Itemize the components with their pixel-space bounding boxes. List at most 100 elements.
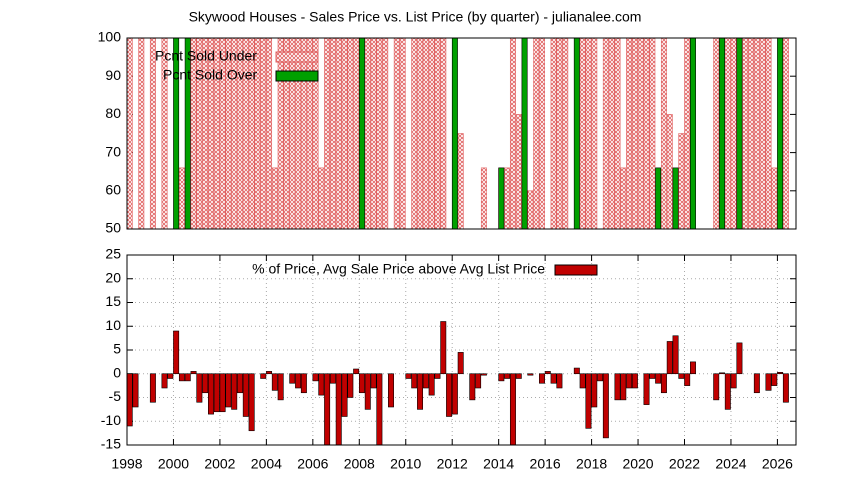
bar (260, 373, 267, 379)
bar (341, 373, 348, 417)
bar (614, 373, 621, 401)
bar (428, 373, 435, 396)
bar (167, 373, 174, 379)
bar (620, 167, 627, 230)
x-tick-label: 2026 (762, 456, 793, 472)
bar (451, 373, 458, 415)
bar (597, 373, 604, 382)
bar (719, 37, 725, 230)
legend-label: Pcnt Sold Under (155, 48, 257, 64)
bar (655, 373, 662, 384)
bar (271, 373, 278, 391)
x-tick-label: 2008 (344, 456, 375, 472)
bar (434, 373, 441, 379)
bar (312, 373, 319, 382)
legend-swatch (554, 264, 598, 276)
bar (753, 37, 760, 230)
bar (329, 373, 336, 384)
x-tick-label: 2022 (669, 456, 700, 472)
bar (759, 37, 766, 230)
bar (266, 371, 273, 375)
bar (591, 37, 598, 230)
bar (684, 37, 691, 230)
bar (283, 37, 290, 230)
bar (660, 373, 667, 394)
bar (300, 37, 307, 230)
bar (637, 37, 644, 230)
bar (353, 368, 360, 375)
bar (219, 373, 226, 413)
bar (515, 114, 522, 230)
y-tick-label: 5 (113, 341, 121, 357)
legend-label: Pcnt Sold Over (163, 67, 257, 83)
bar (242, 373, 249, 417)
bar (393, 37, 400, 230)
bar (289, 373, 296, 384)
bar (771, 167, 778, 230)
plot-frame (126, 254, 797, 446)
bar (765, 37, 772, 230)
bar (202, 373, 209, 394)
bar (753, 373, 760, 394)
bar (318, 167, 325, 230)
bar (724, 37, 731, 230)
bar (405, 373, 412, 379)
bar (533, 37, 540, 230)
bar (312, 37, 319, 230)
bar (655, 167, 662, 230)
bar (730, 37, 737, 230)
x-tick-label: 2014 (483, 456, 514, 472)
bar (631, 37, 638, 230)
bar (579, 373, 586, 389)
bar (213, 373, 220, 413)
bar (306, 37, 313, 230)
bar (173, 330, 180, 375)
x-tick-label: 2024 (715, 456, 746, 472)
bar (260, 37, 267, 230)
bar (550, 37, 557, 230)
bar (277, 37, 284, 230)
bar (196, 373, 203, 403)
bar (295, 37, 302, 230)
bar (631, 373, 638, 389)
bar (672, 335, 679, 375)
bar (643, 373, 650, 405)
bar (719, 372, 725, 375)
y-tick-label: 0 (113, 364, 121, 380)
bar (225, 373, 232, 408)
bar (498, 167, 505, 230)
y-tick-label: 70 (105, 143, 121, 159)
bar (602, 37, 609, 230)
bar (347, 373, 354, 398)
bar (457, 133, 464, 230)
bar (358, 373, 365, 394)
bar (149, 373, 156, 403)
bar (411, 37, 418, 230)
bar (353, 37, 360, 230)
plot-frame (126, 37, 797, 230)
y-tick-label: 10 (105, 317, 121, 333)
bar (335, 37, 342, 230)
bar (713, 37, 720, 230)
bar (149, 37, 156, 230)
bar (370, 37, 377, 230)
bar (666, 114, 673, 230)
x-tick-label: 1998 (111, 456, 142, 472)
bar (666, 341, 673, 375)
x-tick-label: 2020 (622, 456, 653, 472)
bar (562, 37, 569, 230)
bar (341, 37, 348, 230)
bar (289, 37, 296, 230)
bar (248, 373, 255, 432)
bar (451, 37, 458, 230)
bar (376, 37, 383, 230)
bar (184, 373, 191, 382)
bar (457, 352, 464, 375)
bar (126, 373, 133, 427)
bar (643, 37, 650, 230)
bar (550, 373, 557, 384)
bar (742, 37, 749, 230)
bar (231, 373, 238, 410)
x-tick-label: 2002 (204, 456, 235, 472)
bar (573, 37, 580, 230)
